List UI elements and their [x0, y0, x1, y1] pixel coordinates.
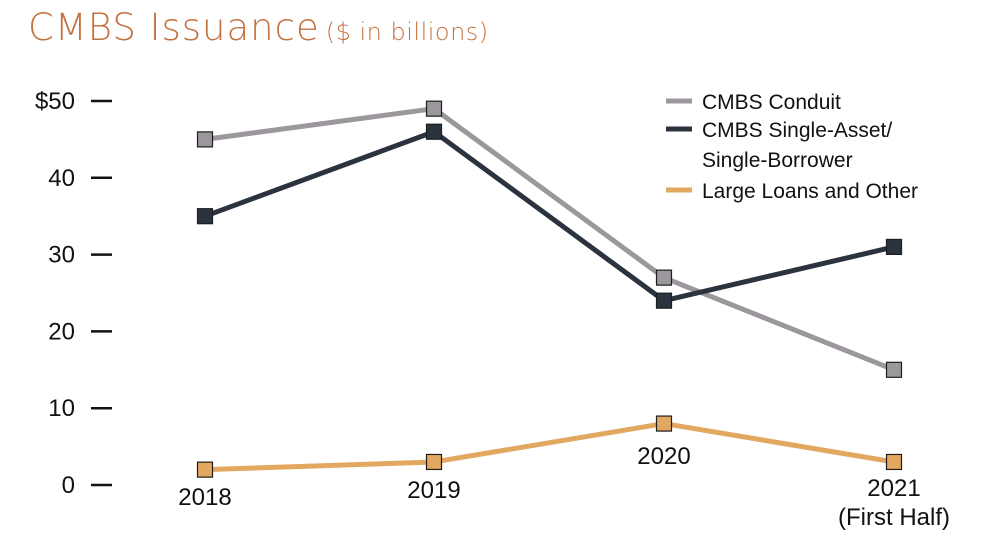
y-tick-label: 30 — [48, 242, 75, 269]
data-point-0-3 — [885, 361, 903, 378]
data-point-2-0 — [196, 461, 214, 478]
x-category-label: 2021 (First Half) — [838, 475, 950, 531]
y-tick-label: $50 — [35, 88, 75, 115]
data-point-0-0 — [196, 131, 214, 148]
series-lines — [204, 106, 895, 473]
y-tick-label: 20 — [48, 318, 75, 345]
series-line-0 — [204, 106, 895, 373]
y-tick-label: 40 — [48, 165, 75, 192]
data-point-1-2 — [655, 292, 673, 309]
x-axis-labels: 2018 2019 2020 2021 (First Half) — [178, 443, 950, 531]
series-line-2 — [204, 421, 895, 473]
data-point-0-2 — [655, 269, 673, 286]
chart-title: CMBS Issuance ($ in billions) — [28, 6, 489, 49]
x-category-label: 2019 — [407, 477, 460, 504]
data-point-2-3 — [885, 453, 903, 471]
chart-title-main: CMBS Issuance — [28, 6, 320, 49]
legend-label-1: CMBS Single-Asset/Single-Borrower — [702, 119, 892, 172]
series-line-1 — [204, 129, 895, 304]
legend-label-2: Large Loans and Other — [702, 180, 918, 203]
data-point-2-1 — [425, 453, 443, 471]
x-category-label: 2020 — [637, 443, 690, 470]
y-tick-label: 0 — [62, 472, 75, 499]
data-point-1-0 — [196, 208, 214, 225]
data-point-2-2 — [655, 415, 673, 432]
y-tick-label: 10 — [48, 395, 75, 422]
x-category-label: 2018 — [178, 484, 231, 511]
data-point-1-1 — [425, 123, 443, 140]
data-point-0-1 — [425, 100, 443, 117]
data-point-1-3 — [885, 238, 903, 256]
y-axis: $50 40 30 20 10 0 — [35, 88, 112, 499]
legend: CMBS Conduit CMBS Single-Asset/Single-Bor… — [666, 91, 918, 203]
legend-label-0: CMBS Conduit — [702, 91, 841, 114]
series-markers — [196, 100, 903, 478]
chart-title-subtitle: ($ in billions) — [325, 18, 489, 46]
